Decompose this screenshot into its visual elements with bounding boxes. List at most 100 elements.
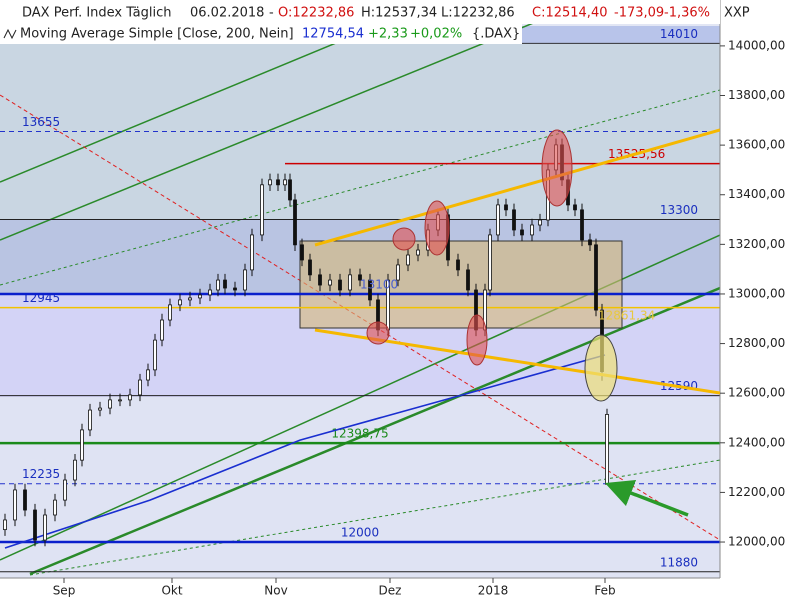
candle-body [80,429,84,461]
candle-body [188,297,192,301]
header-bg [0,24,522,44]
candle-body [13,489,17,521]
y-tick-label: 13600,00 [728,138,785,152]
x-tick-label: 2018 [478,584,509,598]
y-tick-label: 13000,00 [728,286,785,300]
candle-body [268,179,272,186]
candle-body [406,254,410,266]
candle-body [23,489,27,511]
candle-body [588,239,592,246]
candle-body [98,407,102,411]
candle-body [283,179,287,186]
header: DAX Perf. Index Täglich 06.02.2018 - O:1… [20,6,750,42]
candle-body [348,274,352,291]
candle-body [53,499,57,516]
candle-body [573,204,577,211]
ma-change: +2,33 [368,27,408,42]
title: DAX Perf. Index Täglich [22,6,172,21]
date: 06.02.2018 [190,6,264,21]
candle-body [496,204,500,236]
candle-body [293,199,297,246]
candle-body [368,279,372,301]
candle-body [594,244,598,311]
level-label: 13300 [660,203,698,217]
annotation: 12861,34 [598,309,655,323]
candle-body [250,234,254,271]
y-tick-label: 13400,00 [728,187,785,201]
y-tick-label: 12400,00 [728,435,785,449]
candle-body [530,224,534,236]
candle-body [538,219,542,226]
overlays [314,128,720,517]
candle-body [456,259,460,271]
level-label: 12235 [22,467,60,481]
candle-body [308,259,312,276]
candle-body [504,204,508,211]
candle-body [153,339,157,371]
candle-body [33,509,37,541]
candle-body [43,514,47,541]
candle-body [416,249,420,256]
indicator: Moving Average Simple [Close, 200, Nein] [20,27,294,42]
candle-body [396,264,400,281]
candle-body [223,279,227,289]
low: L:12232,86 [441,6,515,21]
level-label: 12000 [341,526,379,540]
candle-body [73,459,77,481]
annotation: 13100 [360,278,398,292]
axis-bg [0,578,720,600]
candle-body [208,289,212,296]
candle-body [300,244,304,261]
candle-body [3,519,7,531]
candle-body [318,274,322,286]
symbol: {.DAX} [472,27,520,42]
high: H:12537,34 [361,6,437,21]
candle-body [580,209,584,241]
candle-body [288,179,292,201]
y-tick-label: 14000,00 [728,38,785,52]
y-tick-label: 13200,00 [728,237,785,251]
level-label: 11880 [660,555,698,569]
candle-body [233,287,237,291]
level-label: 14010 [660,27,698,41]
x-tick-label: Okt [161,584,182,598]
ma-change-pct: +0,02% [410,27,462,42]
close: C:12514,40 [532,6,608,21]
candle-body [138,379,142,396]
change: -173,09 [614,6,664,21]
candle-body [63,479,67,501]
change-pct: -1,36% [664,6,710,21]
candle-body [128,394,132,401]
header-bg [0,0,720,24]
candle-body [338,279,342,291]
candle-body [216,279,220,291]
currency: XXP [724,6,750,21]
candle-body [276,179,280,186]
y-tick-label: 12000,00 [728,535,785,549]
candle-body [118,399,122,402]
y-tick-label: 12200,00 [728,485,785,499]
indicator-icon [3,28,17,40]
candle-body [198,294,202,299]
candle-body [178,299,182,306]
candle-body [520,229,524,236]
candle-body [88,409,92,431]
dash: - [269,6,274,21]
y-tick-label: 12600,00 [728,386,785,400]
candle-body [108,399,112,409]
x-tick-label: Feb [594,584,615,598]
candle-body [328,279,332,286]
moving-average [4,354,606,549]
candle-body [358,274,362,281]
candle-body [160,319,164,341]
candle-body [466,269,470,291]
candle-body [260,184,264,236]
level-label: 12398,75 [331,427,388,441]
x-tick-label: Sep [53,584,76,598]
candle-body [605,414,609,485]
ma-value: 12754,54 [302,27,364,42]
axis-bg [720,0,800,600]
y-tick-label: 12800,00 [728,336,785,350]
candle-body [168,304,172,321]
